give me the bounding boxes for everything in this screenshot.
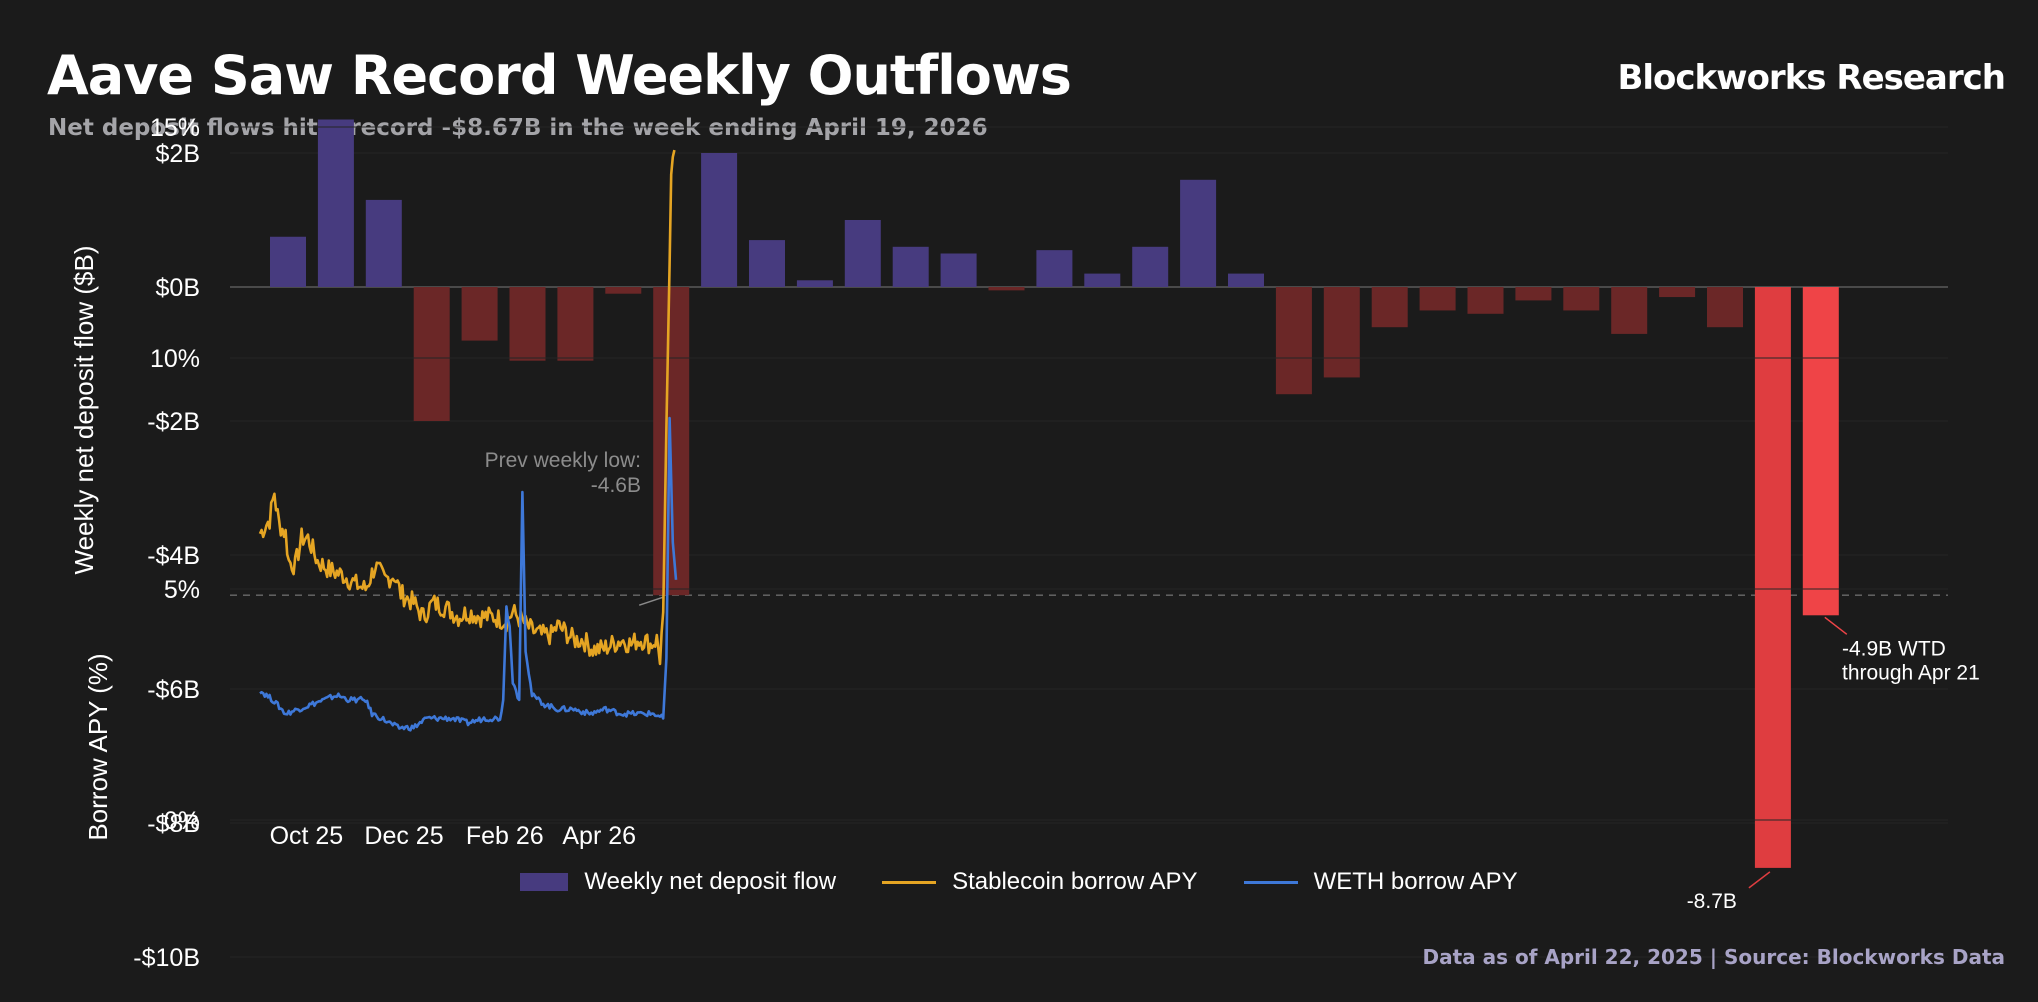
bar <box>1132 246 1169 287</box>
bar <box>1802 287 1839 616</box>
upper-y-tick-label: -$8B <box>147 810 200 838</box>
lower-y-tick-label: 15% <box>150 114 200 142</box>
legend-item-weth[interactable]: WETH borrow APY <box>1243 868 1518 896</box>
bar <box>892 246 929 287</box>
legend-weth-label: WETH borrow APY <box>1313 868 1518 895</box>
weth-apy-line <box>259 416 678 732</box>
x-tick-label: Apr 26 <box>562 822 636 850</box>
bar <box>701 153 738 287</box>
bar <box>1084 273 1121 287</box>
source-footer: Data as of April 22, 2025 | Source: Bloc… <box>1422 945 2005 969</box>
legend-bar-swatch <box>520 873 569 891</box>
bar <box>461 287 498 341</box>
legend-bar-label: Weekly net deposit flow <box>584 868 837 895</box>
bar <box>1228 273 1264 287</box>
bar <box>796 280 833 287</box>
annotation-record-text: -8.7B <box>1687 890 1737 913</box>
bar <box>1563 287 1600 311</box>
bar-annotations: Prev weekly low:-4.6B -8.7B -4.9B WTDthrou… <box>485 449 1980 913</box>
x-ticks: Oct 25 Dec 25 Feb 26 Apr 26 <box>270 822 636 850</box>
brand-logo-text: Blockworks Research <box>1617 58 2006 98</box>
annotation-prev-low-text: -4.6B <box>591 474 641 497</box>
x-tick-label: Feb 26 <box>466 822 544 850</box>
bar <box>1323 287 1360 378</box>
upper-y-tick-label: $0B <box>156 274 200 302</box>
annotation-wtd-text: through Apr 21 <box>1842 661 1980 684</box>
lower-y-tick-label: 10% <box>150 345 200 373</box>
upper-y-tick-label: -$4B <box>147 542 200 570</box>
legend-item-bar[interactable]: Weekly net deposit flow <box>520 868 836 896</box>
legend-item-stablecoin[interactable]: Stablecoin borrow APY <box>882 868 1198 896</box>
upper-y-tick-label: -$10B <box>133 944 200 972</box>
bar <box>413 287 450 421</box>
apy-lines <box>258 149 678 732</box>
bar <box>1419 287 1456 311</box>
bar <box>509 287 546 361</box>
upper-y-tick-label: $2B <box>156 140 200 168</box>
lower-y-axis-label: Borrow APY (%) <box>83 653 113 840</box>
chart-title: Aave Saw Record Weekly Outflows <box>47 44 1072 107</box>
bar <box>557 287 594 361</box>
stablecoin-apy-line <box>258 149 676 666</box>
annotation-leader <box>1748 871 1771 889</box>
x-tick-label: Oct 25 <box>270 822 344 850</box>
bar <box>605 287 642 294</box>
bar <box>1707 287 1743 328</box>
bar <box>317 119 354 287</box>
bar <box>365 199 402 287</box>
bar <box>844 220 881 287</box>
lower-y-tick-label: 5% <box>164 576 200 604</box>
bar <box>1659 287 1696 298</box>
legend-weth-swatch <box>1243 880 1298 884</box>
x-tick-label: Dec 25 <box>364 822 443 850</box>
bar <box>1180 179 1217 287</box>
bar <box>1754 287 1791 868</box>
lower-y-tick-label: 0% <box>164 807 200 835</box>
upper-y-tick-label: -$6B <box>147 676 200 704</box>
bar <box>270 236 306 287</box>
annotation-leader <box>638 596 664 606</box>
bar <box>1515 287 1552 301</box>
upper-y-ticks: $2B $0B -$2B -$4B -$6B -$8B -$10B <box>133 140 200 972</box>
bar <box>1275 287 1312 395</box>
annotation-leader <box>1824 616 1848 635</box>
bar <box>1611 287 1648 334</box>
chart-subtitle: Net deposit flows hit a record -$8.67B i… <box>48 115 988 141</box>
legend-stablecoin-label: Stablecoin borrow APY <box>952 868 1198 895</box>
bar <box>940 253 977 287</box>
bar <box>1371 287 1408 328</box>
legend: Weekly net deposit flow Stablecoin borro… <box>0 868 2038 896</box>
lower-gridlines <box>230 126 1948 821</box>
legend-stablecoin-swatch <box>882 880 937 884</box>
bar <box>1467 287 1504 314</box>
bar <box>1036 250 1073 287</box>
bar-series <box>270 119 1839 868</box>
annotation-prev-low-text: Prev weekly low: <box>485 449 641 472</box>
upper-y-axis-label: Weekly net deposit flow ($B) <box>69 246 99 575</box>
annotation-wtd-text: -4.9B WTD <box>1842 637 1946 660</box>
lower-y-ticks: 0% 5% 10% 15% <box>150 114 200 835</box>
bar <box>988 287 1025 291</box>
bar <box>749 240 785 287</box>
upper-y-tick-label: -$2B <box>147 408 200 436</box>
